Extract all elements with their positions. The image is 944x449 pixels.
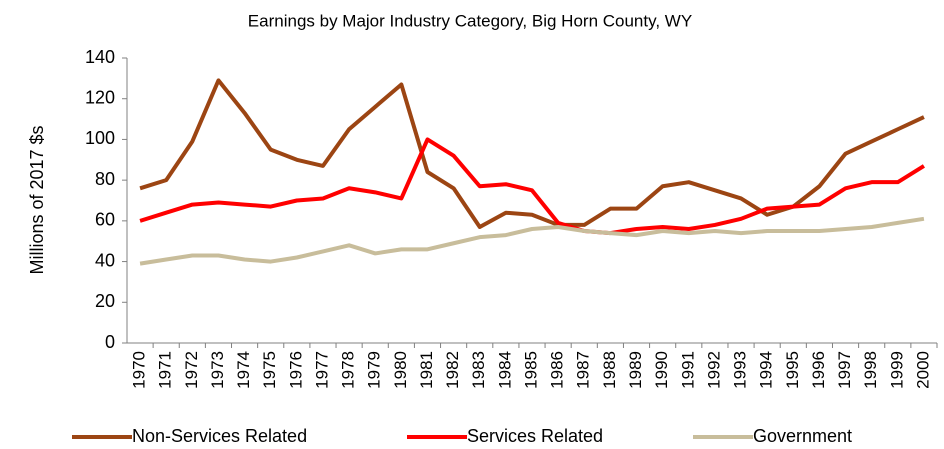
- x-tick-label: 1985: [521, 351, 540, 389]
- legend-label: Services Related: [467, 426, 603, 446]
- x-tick-label: 1983: [469, 351, 488, 389]
- x-tick-label: 1974: [234, 351, 253, 389]
- y-tick-label: 20: [95, 291, 115, 311]
- x-tick-label: 1977: [312, 351, 331, 389]
- x-tick-label: 1997: [835, 351, 854, 389]
- y-tick-label: 80: [95, 169, 115, 189]
- x-tick-label: 1988: [600, 351, 619, 389]
- x-tick-label: 1975: [260, 351, 279, 389]
- y-tick-label: 120: [85, 87, 115, 107]
- y-tick-label: 100: [85, 128, 115, 148]
- x-tick-label: 1992: [704, 351, 723, 389]
- x-tick-label: 1970: [130, 351, 149, 389]
- x-tick-label: 1990: [652, 351, 671, 389]
- x-tick-label: 1989: [626, 351, 645, 389]
- x-tick-label: 1991: [678, 351, 697, 389]
- x-tick-label: 1994: [757, 351, 776, 389]
- x-tick-label: 1981: [417, 351, 436, 389]
- x-tick-label: 1978: [339, 351, 358, 389]
- x-tick-label: 1996: [809, 351, 828, 389]
- x-tick-label: 1993: [731, 351, 750, 389]
- x-tick-label: 1979: [365, 351, 384, 389]
- x-tick-label: 1999: [887, 351, 906, 389]
- y-tick-label: 0: [105, 332, 115, 352]
- x-tick-label: 1973: [208, 351, 227, 389]
- x-tick-label: 1995: [783, 351, 802, 389]
- x-tick-label: 1984: [495, 351, 514, 389]
- y-tick-label: 140: [85, 47, 115, 67]
- series-line: [139, 216, 925, 266]
- chart-title: Earnings by Major Industry Category, Big…: [248, 11, 692, 30]
- legend-label: Government: [753, 426, 852, 446]
- x-tick-label: 2000: [913, 351, 932, 389]
- x-tick-label: 1987: [574, 351, 593, 389]
- x-tick-label: 1971: [156, 351, 175, 389]
- legend-label: Non-Services Related: [132, 426, 307, 446]
- y-tick-label: 60: [95, 210, 115, 230]
- x-tick-label: 1976: [286, 351, 305, 389]
- x-tick-label: 1980: [391, 351, 410, 389]
- x-tick-label: 1982: [443, 351, 462, 389]
- x-tick-label: 1986: [548, 351, 567, 389]
- y-tick-label: 40: [95, 250, 115, 270]
- x-tick-label: 1972: [182, 351, 201, 389]
- x-tick-label: 1998: [861, 351, 880, 389]
- series-line: [139, 137, 925, 236]
- y-axis-label: Millions of 2017 $s: [27, 125, 47, 274]
